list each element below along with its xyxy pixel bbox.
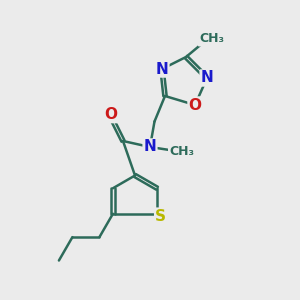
- Text: CH₃: CH₃: [169, 145, 194, 158]
- Text: O: O: [188, 98, 202, 112]
- Text: N: N: [144, 140, 156, 154]
- Text: N: N: [201, 70, 213, 86]
- Text: N: N: [156, 61, 168, 76]
- Text: S: S: [155, 209, 166, 224]
- Text: CH₃: CH₃: [199, 32, 224, 46]
- Text: O: O: [104, 107, 118, 122]
